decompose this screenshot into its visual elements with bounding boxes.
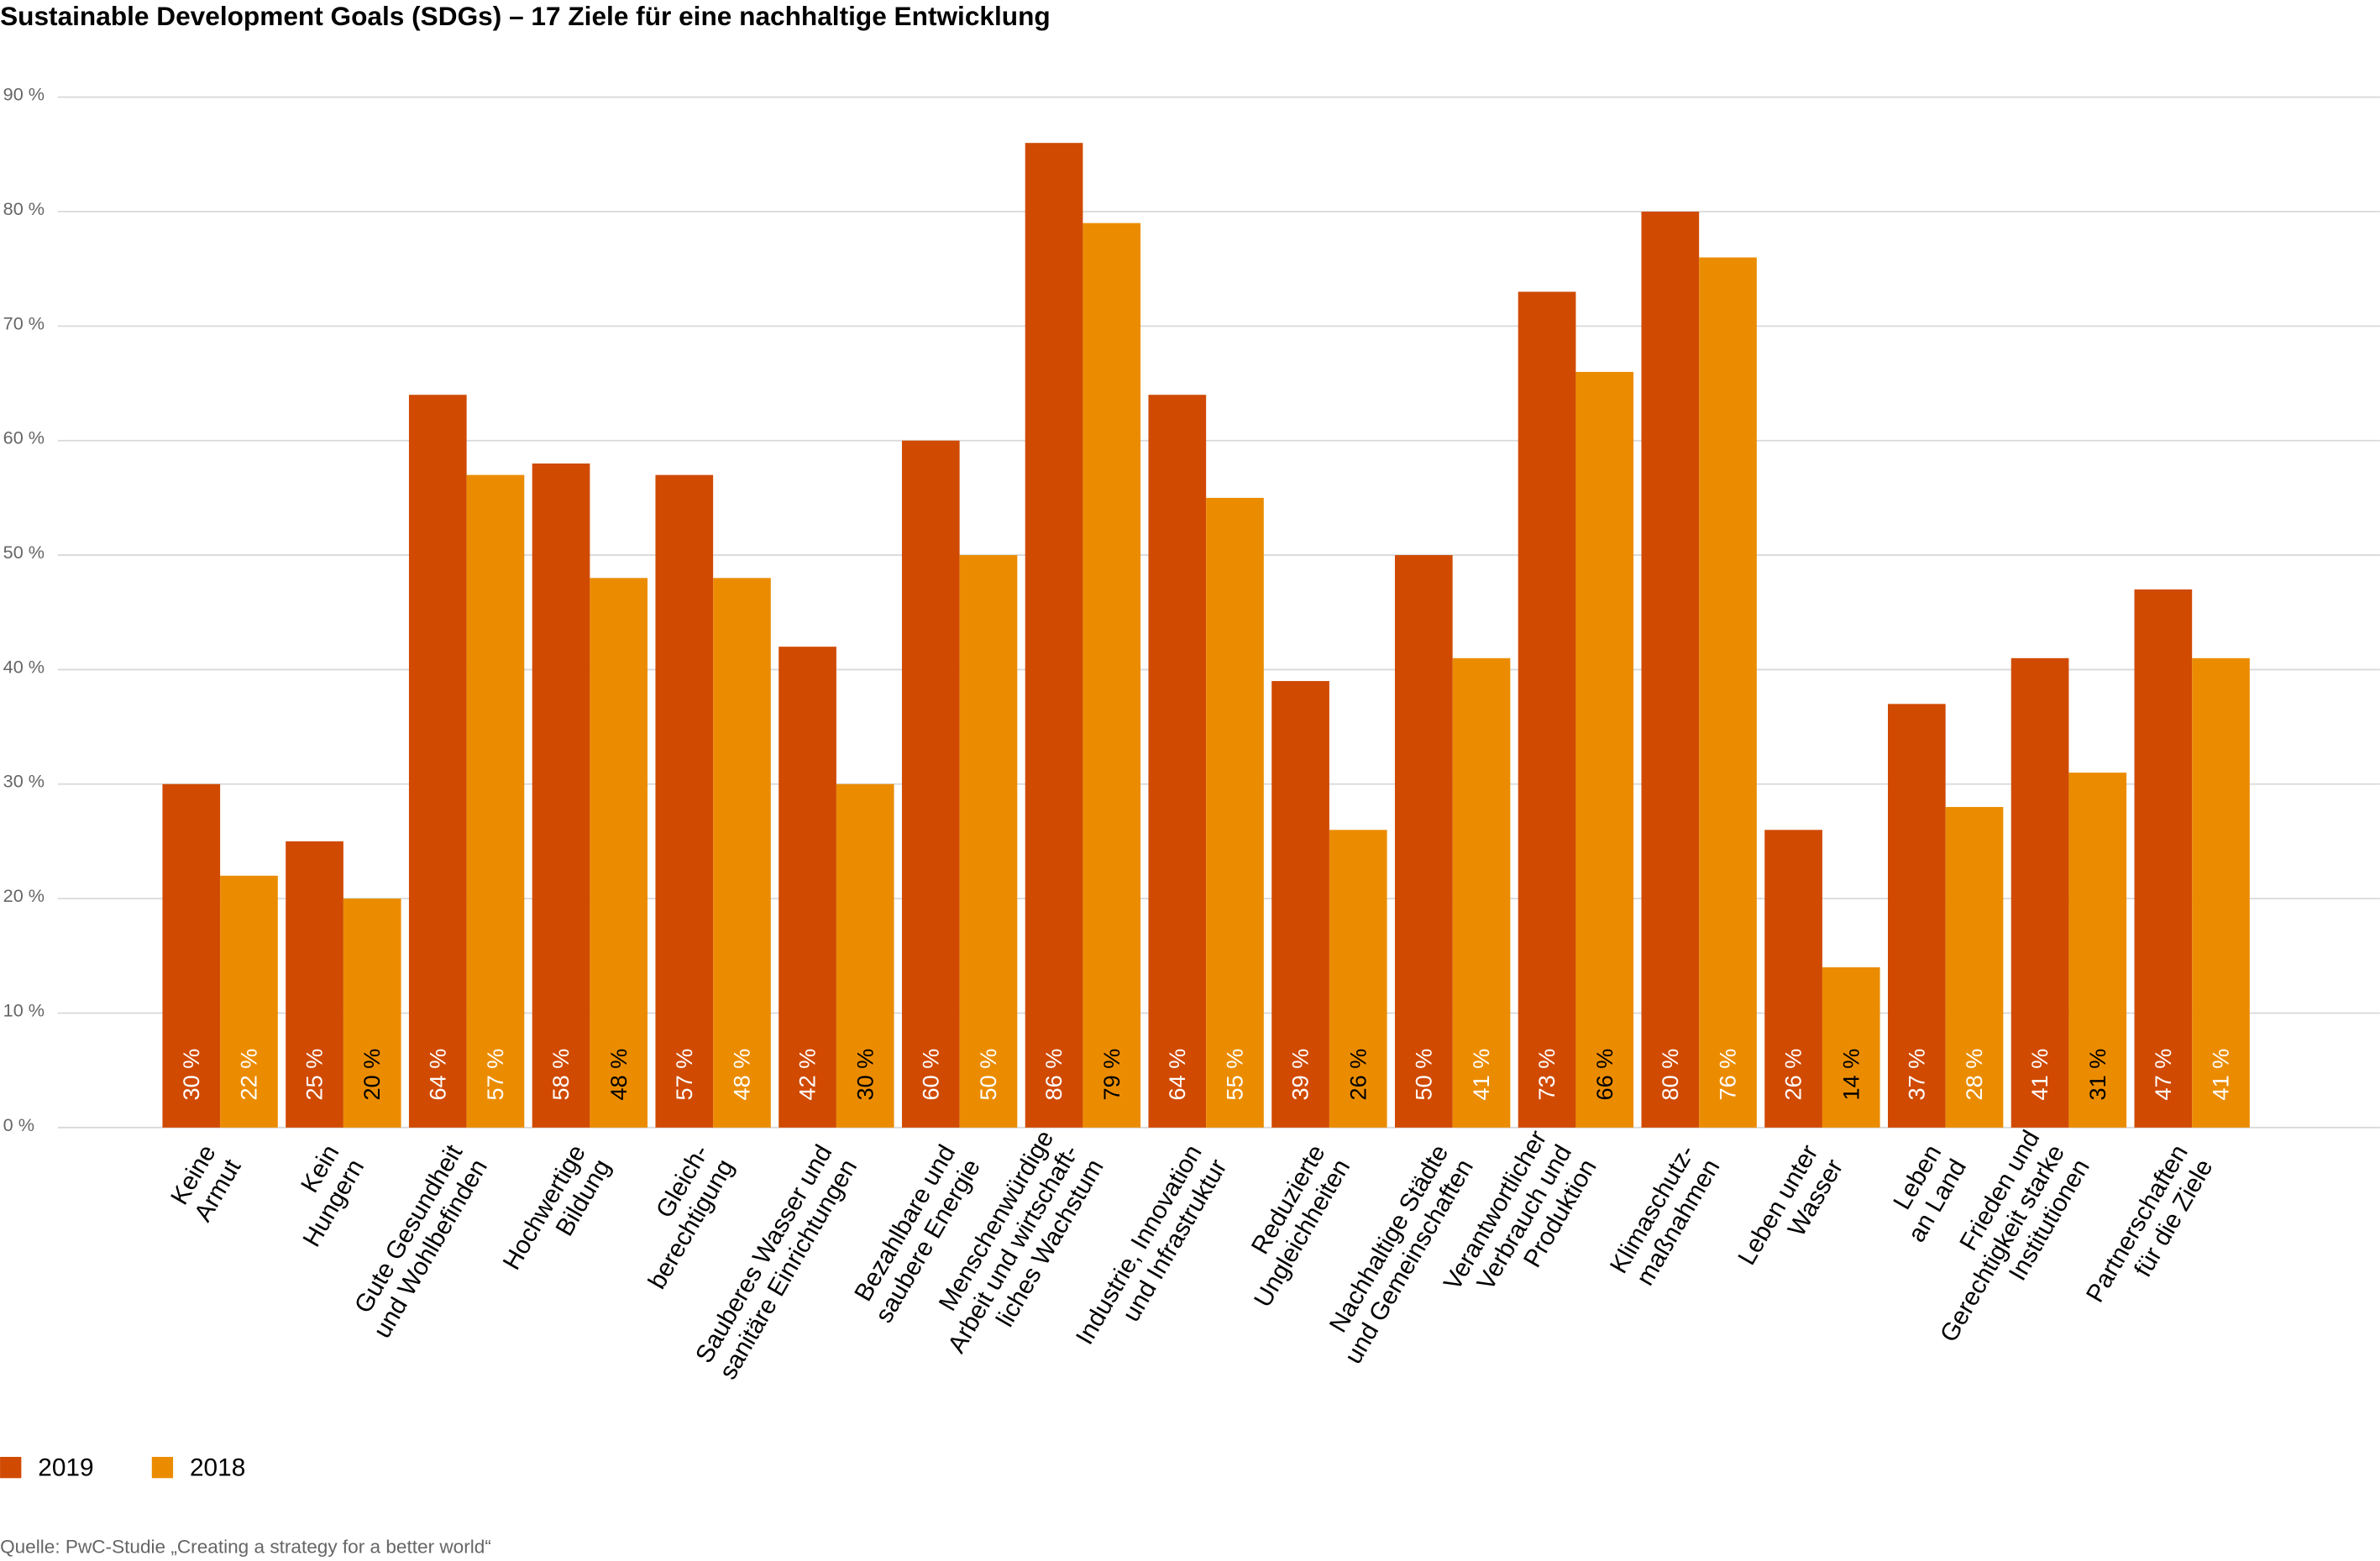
bar [2010,657,2069,1128]
value-label: 39 % [1287,1049,1313,1101]
source-note: Quelle: PwC-Studie „Creating a strategy … [0,1536,491,1557]
bar [220,875,278,1128]
value-label: 57 % [482,1049,508,1101]
bar [1699,257,1757,1128]
value-label: 48 % [605,1049,632,1101]
bar [713,578,771,1128]
value-label: 58 % [548,1049,574,1101]
x-tick-label: Klimaschutz-maßnahmen [1605,1140,1726,1292]
value-label: 30 % [178,1049,204,1101]
legend-swatch [0,1457,22,1479]
y-tick-label: 70 % [3,312,45,333]
y-tick-label: 80 % [3,198,45,219]
bar [1518,291,1576,1128]
x-tick-label: HochwertigeBildung [498,1140,616,1289]
bar [836,783,894,1128]
value-label: 48 % [729,1049,755,1101]
y-tick-label: 50 % [3,542,45,563]
bar [1083,223,1141,1128]
value-label: 73 % [1533,1049,1560,1101]
bar [2134,589,2193,1128]
bar [1394,555,1453,1128]
y-tick-label: 30 % [3,771,45,792]
value-label: 86 % [1041,1049,1067,1101]
legend-label: 2018 [190,1454,245,1481]
x-tick-label: KeineArmut [164,1139,246,1226]
bar [1575,371,1634,1128]
value-label: 41 % [2026,1049,2052,1101]
y-tick-label: 60 % [3,427,45,448]
x-tick-label: Gleich-berechtigung [618,1140,740,1294]
value-label: 47 % [2150,1049,2176,1101]
value-label: 76 % [1715,1049,1741,1101]
value-label: 14 % [1837,1049,1864,1101]
value-label: 28 % [1961,1049,1987,1101]
bar [162,783,221,1128]
value-label: 79 % [1098,1049,1124,1101]
value-label: 41 % [2208,1049,2234,1101]
bar [408,395,467,1128]
bar [1271,681,1329,1128]
value-label: 64 % [1164,1049,1190,1101]
value-label: 55 % [1222,1049,1248,1101]
value-label: 31 % [2084,1049,2110,1101]
value-label: 66 % [1591,1049,1617,1101]
x-tick-label: KeinHungern [273,1140,370,1252]
bar [590,578,648,1128]
value-label: 22 % [236,1049,262,1101]
value-label: 64 % [424,1049,450,1101]
y-tick-label: 90 % [3,84,45,105]
x-tick-label: ReduzierteUngleichheiten [1224,1140,1355,1312]
bar [2068,773,2127,1128]
x-tick-label: Partnerschaftenfür die Ziele [2081,1140,2219,1322]
value-label: 26 % [1345,1049,1371,1101]
y-tick-label: 40 % [3,656,45,677]
value-label: 30 % [852,1049,878,1101]
bar [1025,143,1083,1128]
value-label: 80 % [1657,1049,1683,1101]
bar [286,841,343,1128]
value-label: 42 % [794,1049,820,1101]
bar [959,555,1018,1128]
legend-label: 2019 [38,1454,93,1481]
bar [778,647,836,1128]
chart-title: Sustainable Development Goals (SDGs) – 1… [0,1,1051,31]
bar [1452,657,1511,1128]
value-label: 60 % [917,1049,943,1101]
value-label: 37 % [1903,1049,1929,1101]
bar [532,463,590,1128]
bar [1148,395,1207,1128]
bar [466,474,525,1128]
y-tick-label: 20 % [3,885,45,906]
value-label: 50 % [975,1049,1001,1101]
bar [1822,966,1880,1128]
x-tick-label: VerantwortlicherVerbrauch undProduktion [1439,1126,1602,1324]
bar [1329,830,1387,1128]
value-label: 26 % [1780,1049,1806,1101]
bar [1945,807,2004,1128]
bar [1206,497,1264,1128]
bar [1641,212,1700,1128]
bar [2192,657,2250,1128]
bar [1888,704,1946,1128]
bar [1764,830,1822,1128]
value-label: 20 % [359,1049,385,1101]
bar [901,440,960,1128]
value-label: 25 % [301,1049,328,1101]
value-label: 41 % [1468,1049,1494,1101]
x-tick-label: Leben unterWasser [1733,1140,1848,1285]
legend-swatch [151,1457,174,1479]
bar [343,898,401,1128]
value-label: 50 % [1410,1049,1436,1101]
bar [655,474,714,1128]
x-tick-label: Lebenan Land [1878,1140,1972,1247]
y-tick-label: 0 % [3,1114,34,1135]
y-tick-label: 10 % [3,999,45,1020]
value-label: 57 % [671,1049,697,1101]
